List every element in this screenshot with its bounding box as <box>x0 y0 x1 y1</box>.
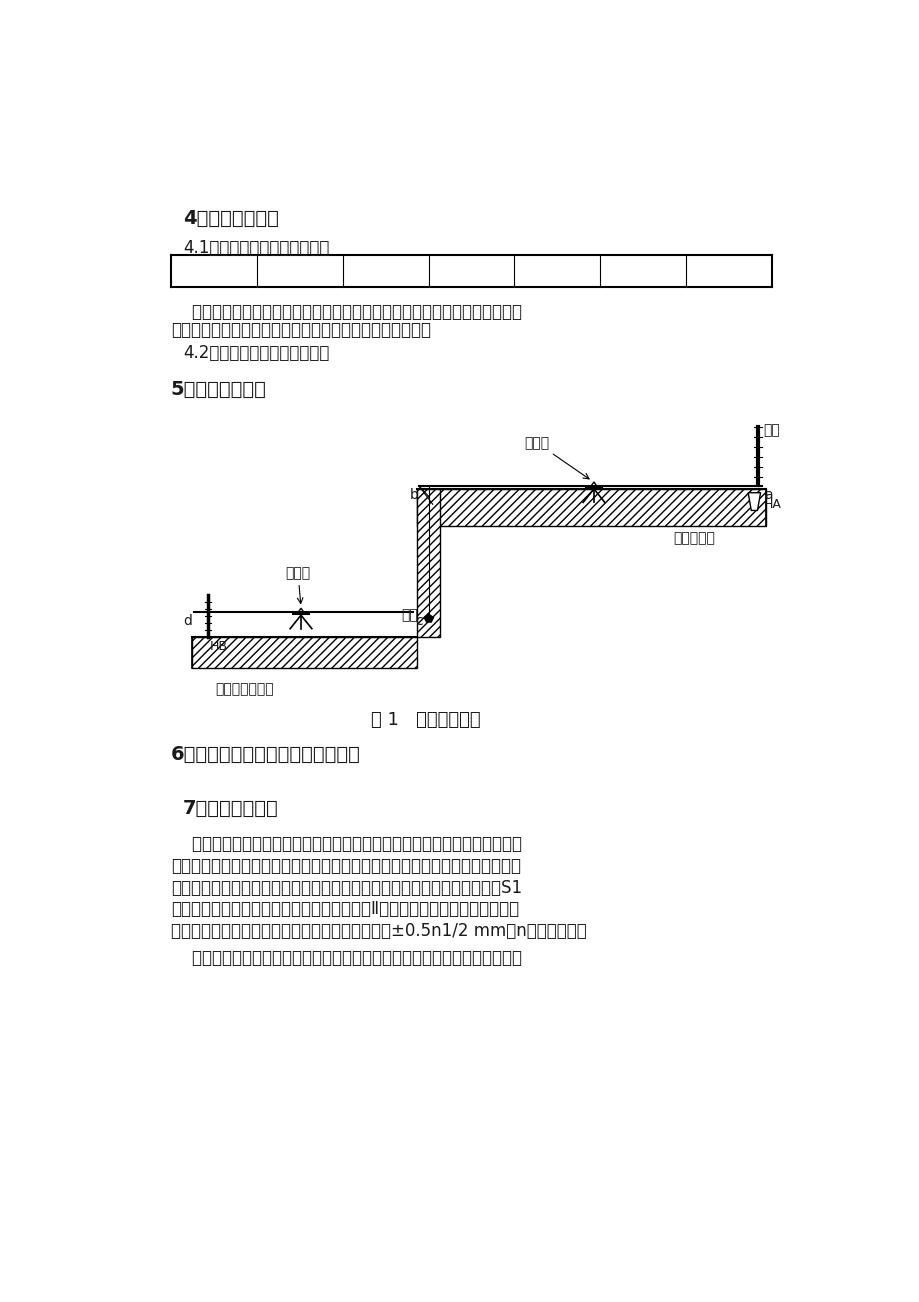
Polygon shape <box>424 615 433 622</box>
Text: 6、楼层垂直度控制及平面位置放样: 6、楼层垂直度控制及平面位置放样 <box>171 745 360 764</box>
Text: 在现场地质比较坚硬且安全可靠的地方，埋设三个标高基准点，具体埋设位: 在现场地质比较坚硬且安全可靠的地方，埋设三个标高基准点，具体埋设位 <box>171 836 521 853</box>
Text: 水准仪: 水准仪 <box>524 436 588 479</box>
Text: 级水准仪，在建设方指定的水准点上，按国家Ⅱ等水准测量精度要求，以闭合水: 级水准仪，在建设方指定的水准点上，按国家Ⅱ等水准测量精度要求，以闭合水 <box>171 900 518 918</box>
Text: 水准仪: 水准仪 <box>285 566 311 603</box>
Text: 塔尺: 塔尺 <box>762 423 778 437</box>
Polygon shape <box>192 638 417 668</box>
Text: HA: HA <box>763 499 781 512</box>
Text: 4.1、自然地面上测设平面位置: 4.1、自然地面上测设平面位置 <box>183 238 329 256</box>
Text: 标高，又可作为沉降观测水准点。现场标高基准点埋设后，使用精度不低于S1: 标高，又可作为沉降观测水准点。现场标高基准点埋设后，使用精度不低于S1 <box>171 879 521 897</box>
Text: 靠的地方测设出引桩或龙门板作为下一步基坑开挖的依据。: 靠的地方测设出引桩或龙门板作为下一步基坑开挖的依据。 <box>171 322 430 339</box>
Text: c: c <box>414 615 422 629</box>
Text: b: b <box>409 488 418 503</box>
Text: 准路线法将标高引测至基准点上，其闭合差应小于±0.5n1/2 mm（n为测站数）。: 准路线法将标高引测至基准点上，其闭合差应小于±0.5n1/2 mm（n为测站数）… <box>171 922 586 940</box>
Text: a: a <box>763 488 771 503</box>
Text: 重锤: 重锤 <box>402 608 418 622</box>
Polygon shape <box>417 488 440 638</box>
Text: 置由现场施工人员会同建设、监理方踏勘选定，这三个基准点既可用来控制楼层: 置由现场施工人员会同建设、监理方踏勘选定，这三个基准点既可用来控制楼层 <box>171 857 520 875</box>
Text: 4.2、基坑垫层上测设平面位置: 4.2、基坑垫层上测设平面位置 <box>183 344 329 362</box>
Text: 标高控制点: 标高控制点 <box>673 531 714 546</box>
Polygon shape <box>417 488 766 526</box>
Polygon shape <box>297 608 304 613</box>
Polygon shape <box>589 482 597 487</box>
Text: 图 1   基坑标高传递: 图 1 基坑标高传递 <box>370 711 480 729</box>
Text: HB: HB <box>210 639 227 652</box>
Text: 由于轴线桩在基坑开挖时将被挖去，由现场测量员负责在开挖区以外安全可: 由于轴线桩在基坑开挖时将被挖去，由现场测量员负责在开挖区以外安全可 <box>171 302 521 320</box>
Text: d: d <box>183 615 192 629</box>
Text: 7、楼层标高传递: 7、楼层标高传递 <box>183 799 278 818</box>
Text: 4、平面位置放样: 4、平面位置放样 <box>183 208 278 228</box>
Text: 5、基坑标高传递: 5、基坑标高传递 <box>171 380 267 398</box>
Text: 坑内临时基准点: 坑内临时基准点 <box>216 682 274 697</box>
Text: 楼层的标高传递采用沿结构外墙、边柱或电梯间向上竖直进行，为便于各层: 楼层的标高传递采用沿结构外墙、边柱或电梯间向上竖直进行，为便于各层 <box>171 949 521 967</box>
Polygon shape <box>747 492 760 510</box>
